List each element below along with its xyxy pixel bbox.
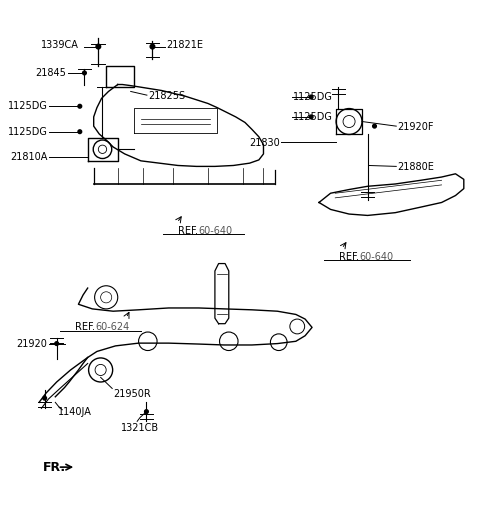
Text: 21920: 21920	[16, 338, 48, 349]
Circle shape	[78, 130, 82, 134]
Text: 60-624: 60-624	[96, 322, 130, 332]
Text: 21810A: 21810A	[10, 152, 48, 162]
Text: REF.: REF.	[178, 226, 198, 236]
Text: 21845: 21845	[35, 68, 66, 78]
Circle shape	[309, 115, 313, 119]
Text: 1125DG: 1125DG	[8, 127, 48, 137]
Text: 1125DG: 1125DG	[8, 101, 48, 111]
Circle shape	[144, 410, 148, 413]
Text: 1339CA: 1339CA	[40, 40, 78, 50]
Circle shape	[78, 104, 82, 108]
Circle shape	[150, 44, 155, 49]
Text: 21821E: 21821E	[167, 40, 204, 50]
Text: FR.: FR.	[43, 461, 66, 474]
Circle shape	[96, 44, 101, 49]
Text: 21950R: 21950R	[113, 389, 151, 398]
Text: 1125DG: 1125DG	[293, 112, 333, 122]
Text: REF.: REF.	[75, 322, 95, 332]
Text: 1140JA: 1140JA	[58, 407, 92, 416]
Text: 21880E: 21880E	[397, 162, 434, 172]
Text: 21830: 21830	[249, 138, 280, 148]
Text: 60-640: 60-640	[198, 226, 232, 236]
Text: 21825S: 21825S	[148, 91, 185, 101]
Circle shape	[83, 71, 86, 75]
Circle shape	[43, 396, 47, 400]
Circle shape	[309, 95, 313, 99]
Text: 1321CB: 1321CB	[121, 423, 159, 433]
Text: 60-640: 60-640	[359, 252, 394, 262]
Text: 1125DG: 1125DG	[293, 92, 333, 102]
Circle shape	[55, 342, 59, 345]
Text: 21920F: 21920F	[397, 122, 434, 132]
Circle shape	[372, 124, 376, 128]
Text: REF.: REF.	[339, 252, 359, 262]
